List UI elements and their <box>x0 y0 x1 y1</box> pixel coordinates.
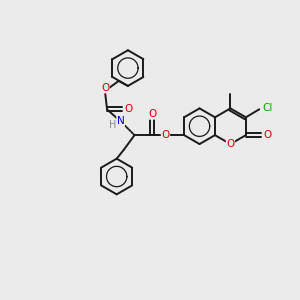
Text: O: O <box>148 109 157 119</box>
Text: Cl: Cl <box>262 103 272 113</box>
Text: O: O <box>124 104 132 115</box>
Text: H: H <box>109 120 116 130</box>
Text: O: O <box>161 130 169 140</box>
Text: O: O <box>263 130 272 140</box>
Text: O: O <box>226 139 235 149</box>
Text: O: O <box>101 83 110 93</box>
Text: N: N <box>117 116 124 126</box>
